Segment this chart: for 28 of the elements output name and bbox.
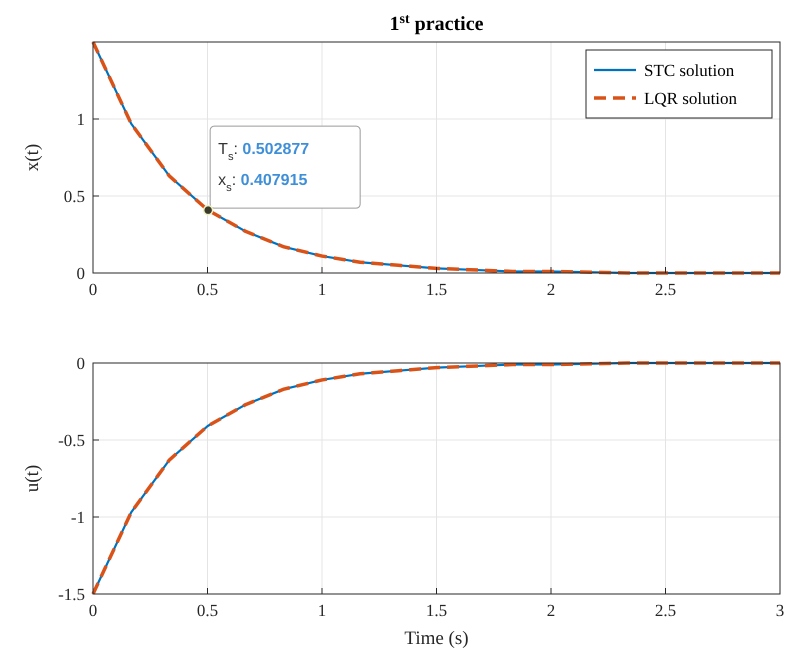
chart-title: 1$^{st}$ practice [390,12,484,35]
x-tick-label: 1.5 [426,280,448,299]
x-axis-title: Time (s) [404,628,469,649]
x-tick-label: 2.5 [654,280,676,299]
annotation: T$_{s}$: 0.502877 [218,141,310,164]
y-tick-label: 0 [76,354,85,373]
y-tick-label: 0.5 [64,187,85,206]
legend-label: STC solution [644,61,735,80]
y-tick-label: -1.5 [58,585,85,604]
y-axis-title: u(t) [22,464,43,492]
x-tick-label: 1 [318,280,326,299]
y-axis-title: x(t) [22,144,43,172]
x-tick-label: 0 [88,601,98,620]
y-tick-label: 1 [76,110,85,129]
x-tick-label: 2.5 [654,601,676,620]
x-tick-label: 2 [546,601,556,620]
y-tick-label: -1 [70,508,85,527]
x-tick-label: 1.5 [426,601,448,620]
x-tick-label: 2 [546,280,556,299]
x-tick-label: 0.5 [196,280,218,299]
x-tick-label: 0 [88,280,98,299]
x-tick-label: 0.5 [196,601,218,620]
legend-label: LQR solution [644,89,738,108]
y-tick-label: -0.5 [58,431,85,450]
x-tick-label: 3 [776,601,784,620]
annotation: x$_{s}$: 0.407915 [218,172,308,194]
x-tick-label: 1 [318,601,326,620]
y-tick-label: 0 [76,264,85,283]
